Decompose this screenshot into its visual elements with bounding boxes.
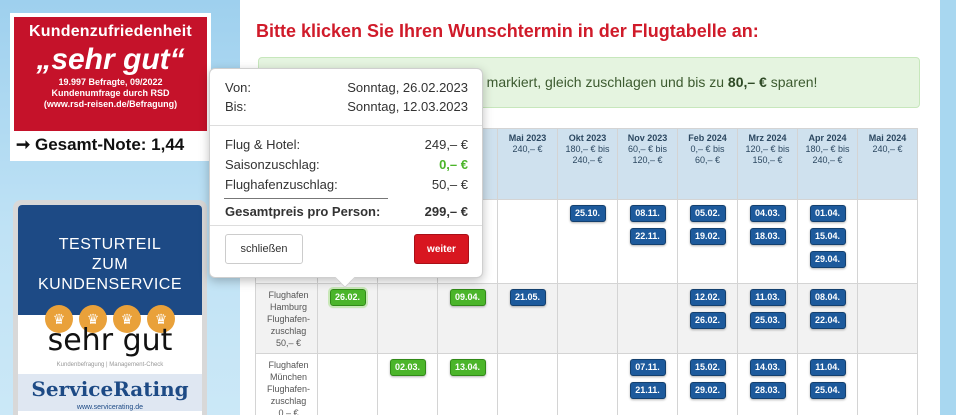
popover-row-airport: Flughafenzuschlag: 50,– € <box>225 177 468 192</box>
date-chip[interactable]: 21.11. <box>629 382 666 399</box>
left-sidebar: Kundenzufriedenheit „sehr gut“ 19.997 Be… <box>0 0 230 415</box>
notice-suffix: sparen! <box>766 74 818 90</box>
date-chip[interactable]: 11.04. <box>809 359 846 376</box>
saison-value: 0,– € <box>439 157 468 172</box>
next-button[interactable]: weiter <box>414 234 469 264</box>
date-chip[interactable]: 29.04. <box>809 251 846 268</box>
rsd-badge-overall-grade: ➞ Gesamt-Note: 1,44 <box>16 135 185 154</box>
date-chip[interactable]: 01.04. <box>809 205 846 222</box>
date-chip[interactable]: 19.02. <box>689 228 726 245</box>
month-header-apr-2024: Apr 2024 180,– € bis 240,– € <box>797 128 858 200</box>
crown-row: ♛ ♛ ♛ ♛ <box>18 305 202 333</box>
servicerating-badge-line2: ZUM KUNDENSERVICE <box>37 256 182 293</box>
month-header-feb-2024: Feb 2024 0,– € bis 60,– € <box>677 128 738 200</box>
date-chip-selected[interactable]: 26.02. <box>327 287 368 308</box>
close-button[interactable]: schließen <box>225 234 303 264</box>
crown-icon: ♛ <box>45 305 73 333</box>
servicerating-small-text: Kundenbefragung | Management-Check <box>56 362 164 368</box>
popover-row-hotel: Flug & Hotel: 249,– € <box>225 137 468 152</box>
bis-value: Sonntag, 12.03.2023 <box>347 99 468 114</box>
total-value: 299,– € <box>424 204 468 219</box>
date-chip[interactable]: 22.04. <box>809 312 846 329</box>
date-chip[interactable]: 25.03. <box>749 312 786 329</box>
popover-sum-divider <box>224 198 388 199</box>
hotel-value: 249,– € <box>424 137 468 152</box>
von-value: Sonntag, 26.02.2023 <box>347 80 468 95</box>
rsd-satisfaction-badge[interactable]: Kundenzufriedenheit „sehr gut“ 19.997 Be… <box>10 13 211 161</box>
month-header-mrz-2024: Mrz 2024 120,– € bis 150,– € <box>737 128 798 200</box>
month-header-mai-2024: Mai 2024 240,– € <box>857 128 918 200</box>
rsd-badge-title: Kundenzufriedenheit <box>29 23 192 40</box>
rsd-badge-line1: 19.997 Befragte, 09/2022 <box>58 77 163 87</box>
servicerating-grade: sehr gut <box>47 323 173 358</box>
date-chip[interactable]: 02.03. <box>389 359 426 376</box>
crown-icon: ♛ <box>113 305 141 333</box>
rsd-badge-red-panel: Kundenzufriedenheit „sehr gut“ 19.997 Be… <box>14 17 207 131</box>
date-chip[interactable]: 09.04. <box>449 289 486 306</box>
bis-label: Bis: <box>225 99 247 114</box>
booking-popover: Von: Sonntag, 26.02.2023 Bis: Sonntag, 1… <box>209 68 483 288</box>
servicerating-badge-inner: TESTURTEIL ZUM KUNDENSERVICE ♛ ♛ ♛ ♛ seh… <box>18 205 202 415</box>
table-row-hamburg: Flughafen Hamburg Flughafen-zuschlag 50,– €… <box>255 283 918 354</box>
servicerating-badge-line1: TESTURTEIL <box>58 236 162 253</box>
total-label: Gesamtpreis pro Person: <box>225 204 381 219</box>
hotel-label: Flug & Hotel: <box>225 137 301 152</box>
date-chip[interactable]: 15.02. <box>689 359 726 376</box>
date-chip[interactable]: 08.11. <box>629 205 666 222</box>
popover-divider <box>210 125 482 126</box>
date-chip[interactable]: 25.04. <box>809 382 846 399</box>
crown-icon: ♛ <box>79 305 107 333</box>
airport-surcharge-label: Flughafenzuschlag: <box>225 177 338 192</box>
month-header-okt-2023: Okt 2023 180,– € bis 240,– € <box>557 128 618 200</box>
month-header-mai-2023: Mai 2023 240,– € <box>497 128 558 200</box>
date-chip[interactable]: 05.02. <box>689 205 726 222</box>
airport-label-hamburg: Flughafen Hamburg Flughafen-zuschlag 50,– € <box>255 283 318 354</box>
popover-row-bis: Bis: Sonntag, 12.03.2023 <box>225 99 468 114</box>
notice-amount: 80,– € <box>727 74 767 90</box>
von-label: Von: <box>225 80 252 95</box>
date-chip[interactable]: 07.11. <box>629 359 666 376</box>
date-chip[interactable]: 11.03. <box>749 289 786 306</box>
saison-label: Saisonzuschlag: <box>225 157 320 172</box>
date-chip[interactable]: 21.05. <box>509 289 546 306</box>
page-heading: Bitte klicken Sie Ihren Wunschtermin in … <box>256 21 759 41</box>
popover-row-saison: Saisonzuschlag: 0,– € <box>225 157 468 172</box>
date-chip[interactable]: 14.03. <box>749 359 786 376</box>
date-chip[interactable]: 04.03. <box>749 205 786 222</box>
popover-row-total: Gesamtpreis pro Person: 299,– € <box>225 204 468 219</box>
crown-icon: ♛ <box>147 305 175 333</box>
date-chip[interactable]: 28.03. <box>749 382 786 399</box>
date-chip[interactable]: 13.04. <box>449 359 486 376</box>
rsd-badge-grade: „sehr gut“ <box>36 43 185 76</box>
date-chip[interactable]: 18.03. <box>749 228 786 245</box>
date-chip[interactable]: 15.04. <box>809 228 846 245</box>
servicerating-url: www.servicerating.de <box>18 404 202 411</box>
popover-divider <box>210 225 482 226</box>
notice-text: n markiert, gleich zuschlagen und bis zu <box>475 74 728 90</box>
rsd-badge-line2: Kundenumfrage durch RSD <box>51 88 170 98</box>
servicerating-badge-header: TESTURTEIL ZUM KUNDENSERVICE ♛ ♛ ♛ ♛ <box>18 205 202 333</box>
date-chip[interactable]: 08.04. <box>809 289 846 306</box>
servicerating-brand: ServiceRating <box>18 374 202 404</box>
month-header-nov-2023: Nov 2023 60,– € bis 120,– € <box>617 128 678 200</box>
servicerating-badge[interactable]: TESTURTEIL ZUM KUNDENSERVICE ♛ ♛ ♛ ♛ seh… <box>13 200 207 415</box>
date-chip[interactable]: 29.02. <box>689 382 726 399</box>
date-chip[interactable]: 25.10. <box>569 205 606 222</box>
airport-label-munich: Flughafen München Flughafen-zuschlag 0,– € <box>255 353 318 415</box>
page-right-gutter <box>940 0 956 415</box>
rsd-badge-line3: (www.rsd-reisen.de/Befragung) <box>43 99 178 109</box>
table-row-munich: Flughafen München Flughafen-zuschlag 0,– € … <box>255 353 918 415</box>
airport-surcharge-value: 50,– € <box>431 177 468 192</box>
date-chip[interactable]: 12.02. <box>689 289 726 306</box>
popover-row-von: Von: Sonntag, 26.02.2023 <box>225 80 468 95</box>
date-chip[interactable]: 22.11. <box>629 228 666 245</box>
date-chip[interactable]: 26.02. <box>689 312 726 329</box>
